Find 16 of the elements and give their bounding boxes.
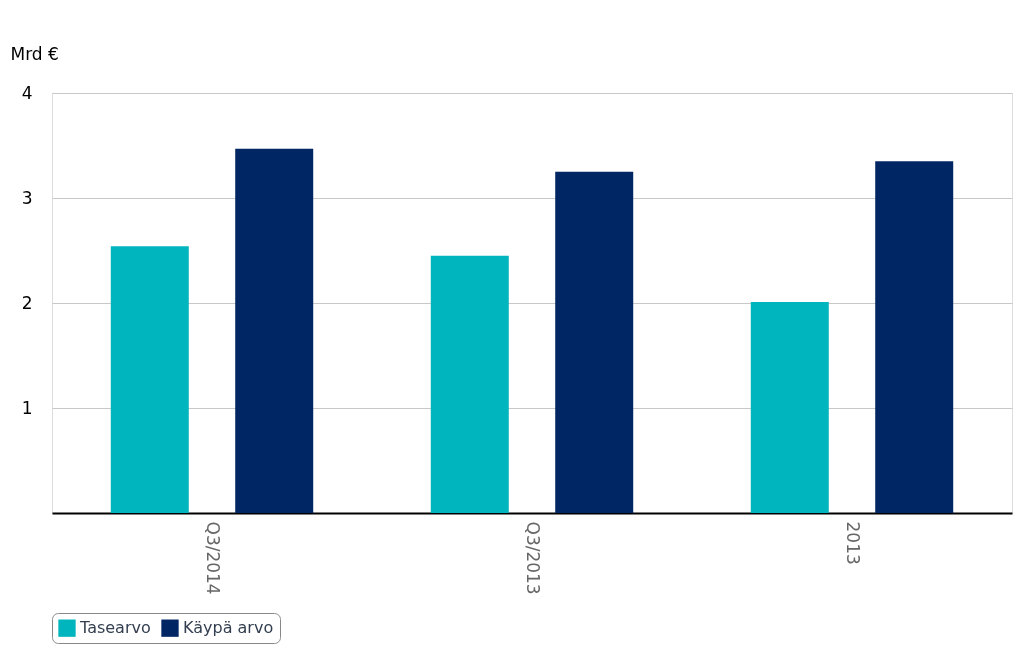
y-axis-title: Mrd € xyxy=(10,43,59,64)
bar xyxy=(110,246,189,513)
y-tick-label: 4 xyxy=(21,82,33,103)
y-tick-label: 2 xyxy=(21,292,33,313)
bar xyxy=(555,171,634,513)
bar xyxy=(430,255,509,513)
bar xyxy=(750,301,829,513)
bar xyxy=(235,148,314,513)
bar xyxy=(875,161,954,513)
y-tick-label: 3 xyxy=(21,187,33,208)
x-tick-label: Q3/2014 xyxy=(203,521,223,595)
x-tick-label: Q3/2013 xyxy=(523,521,543,595)
legend-label: Tasearvo xyxy=(79,618,151,638)
x-tick-label: 2013 xyxy=(843,521,863,565)
y-tick-label: 1 xyxy=(21,397,33,418)
legend-label: Käypä arvo xyxy=(183,618,274,638)
